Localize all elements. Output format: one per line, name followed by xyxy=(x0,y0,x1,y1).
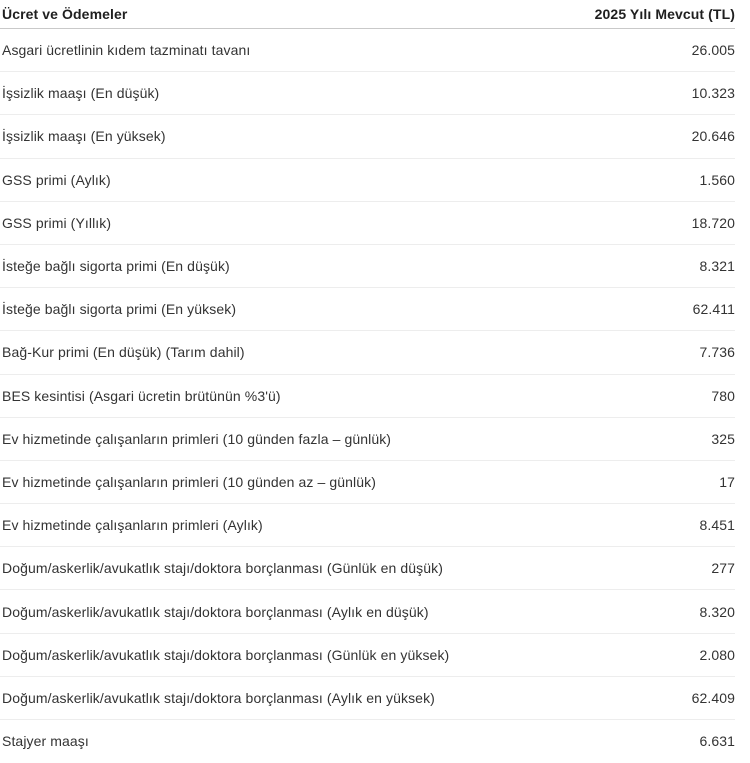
wages-table: Ücret ve Ödemeler 2025 Yılı Mevcut (TL) … xyxy=(0,0,735,762)
table-body: Asgari ücretlinin kıdem tazminatı tavanı… xyxy=(0,29,735,762)
table-row: Doğum/askerlik/avukatlık stajı/doktora b… xyxy=(0,590,735,634)
row-label: Doğum/askerlik/avukatlık stajı/doktora b… xyxy=(2,603,429,620)
table-header-row: Ücret ve Ödemeler 2025 Yılı Mevcut (TL) xyxy=(0,0,735,29)
column-header-category: Ücret ve Ödemeler xyxy=(2,6,128,22)
row-value: 277 xyxy=(711,560,735,577)
row-value: 62.409 xyxy=(691,689,735,706)
table-row: Ev hizmetinde çalışanların primleri (10 … xyxy=(0,461,735,505)
row-label: İşsizlik maaşı (En yüksek) xyxy=(2,128,166,145)
row-label: İşsizlik maaşı (En düşük) xyxy=(2,85,160,102)
table-row: İsteğe bağlı sigorta primi (En düşük) 8.… xyxy=(0,245,735,289)
table-row: Ev hizmetinde çalışanların primleri (10 … xyxy=(0,418,735,461)
table-row: İşsizlik maaşı (En düşük) 10.323 xyxy=(0,72,735,116)
row-value: 62.411 xyxy=(692,301,735,318)
row-label: İsteğe bağlı sigorta primi (En düşük) xyxy=(2,258,230,275)
row-label: Asgari ücretlinin kıdem tazminatı tavanı xyxy=(2,42,251,59)
column-header-amount: 2025 Yılı Mevcut (TL) xyxy=(594,6,735,22)
row-value: 10.323 xyxy=(691,85,735,102)
row-value: 2.080 xyxy=(699,646,735,663)
row-label: Bağ-Kur primi (En düşük) (Tarım dahil) xyxy=(2,344,245,361)
table-row: Ev hizmetinde çalışanların primleri (Ayl… xyxy=(0,504,735,548)
row-value: 17 xyxy=(719,473,735,490)
table-row: İşsizlik maaşı (En yüksek) 20.646 xyxy=(0,115,735,159)
row-value: 7.736 xyxy=(699,344,735,361)
table-row: Bağ-Kur primi (En düşük) (Tarım dahil) 7… xyxy=(0,331,735,375)
table-row: Doğum/askerlik/avukatlık stajı/doktora b… xyxy=(0,547,735,591)
row-label: Ev hizmetinde çalışanların primleri (10 … xyxy=(2,430,392,447)
row-value: 325 xyxy=(711,430,735,447)
row-value: 26.005 xyxy=(691,42,735,59)
row-value: 6.631 xyxy=(699,733,735,750)
row-label: Doğum/askerlik/avukatlık stajı/doktora b… xyxy=(2,689,435,706)
row-label: GSS primi (Yıllık) xyxy=(2,214,112,231)
table-row: GSS primi (Aylık) 1.560 xyxy=(0,159,735,202)
table-row: BES kesintisi (Asgari ücretin brütünün %… xyxy=(0,375,735,418)
row-value: 18.720 xyxy=(691,214,735,231)
table-row: Asgari ücretlinin kıdem tazminatı tavanı… xyxy=(0,29,735,73)
row-value: 1.560 xyxy=(699,171,735,188)
row-label: BES kesintisi (Asgari ücretin brütünün %… xyxy=(2,387,281,404)
row-label: Doğum/askerlik/avukatlık stajı/doktora b… xyxy=(2,560,443,577)
row-label: Ev hizmetinde çalışanların primleri (10 … xyxy=(2,473,376,490)
row-value: 780 xyxy=(711,387,735,404)
table-row: İsteğe bağlı sigorta primi (En yüksek) 6… xyxy=(0,288,735,332)
row-label: Ev hizmetinde çalışanların primleri (Ayl… xyxy=(2,517,263,534)
row-label: GSS primi (Aylık) xyxy=(2,171,111,188)
row-value: 8.320 xyxy=(699,603,735,620)
row-value: 8.451 xyxy=(699,517,735,534)
row-label: Doğum/askerlik/avukatlık stajı/doktora b… xyxy=(2,646,450,663)
table-row: Doğum/askerlik/avukatlık stajı/doktora b… xyxy=(0,634,735,677)
table-row: Doğum/askerlik/avukatlık stajı/doktora b… xyxy=(0,677,735,720)
row-label: İsteğe bağlı sigorta primi (En yüksek) xyxy=(2,301,237,318)
row-value: 8.321 xyxy=(699,258,735,275)
table-row: Stajyer maaşı 6.631 xyxy=(0,720,735,762)
row-value: 20.646 xyxy=(691,128,735,145)
table-row: GSS primi (Yıllık) 18.720 xyxy=(0,202,735,245)
row-label: Stajyer maaşı xyxy=(2,733,89,750)
